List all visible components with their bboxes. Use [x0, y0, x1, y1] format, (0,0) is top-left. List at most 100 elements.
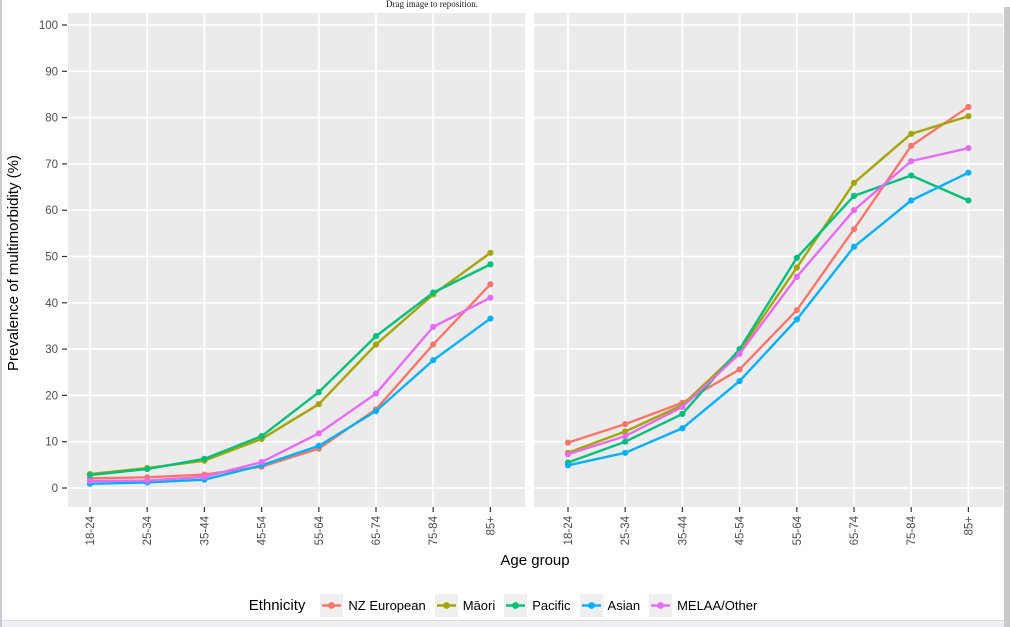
data-point-melaa-other: [430, 323, 437, 330]
data-point-melaa-other: [736, 350, 743, 357]
data-point-melaa-other: [144, 477, 151, 484]
facet-right: 18-24 25-34 35-44 45-54 55-64 65-74 75-84 85+: [534, 13, 1003, 545]
x-axis-title: Age group: [500, 552, 570, 569]
data-point-nz-european: [965, 103, 972, 111]
legend-key-icon: [649, 593, 673, 617]
data-point-m-ori: [965, 113, 972, 120]
legend-label: NZ European: [348, 597, 426, 613]
series-line-nz-european: [88, 283, 492, 480]
data-point-melaa-other: [258, 458, 265, 466]
legend-item-asian: Asian: [579, 593, 641, 617]
data-point-nz-european: [487, 281, 494, 288]
series-line-pacific: [566, 174, 970, 464]
x-tick-label: 18-24: [563, 515, 575, 545]
y-axis-title: Prevalence of multimorbidity (%): [5, 155, 22, 371]
data-point-m-ori: [372, 341, 380, 348]
x-tick-label: 65-74: [371, 515, 383, 545]
data-point-melaa-other: [315, 430, 322, 437]
legend-item-melaa-other: MELAA/Other: [649, 593, 757, 617]
data-point-m-ori: [315, 401, 322, 408]
data-point-nz-european: [564, 439, 572, 446]
y-tick-label: 20: [45, 390, 58, 402]
data-point-asian: [965, 169, 972, 176]
data-point-asian: [736, 377, 743, 385]
data-point-nz-european: [850, 226, 858, 233]
data-point-pacific: [144, 465, 151, 473]
data-point-melaa-other: [622, 433, 629, 440]
series-line-asian: [88, 317, 492, 486]
y-tick-label: 30: [45, 344, 58, 356]
x-tick-label: 35-44: [199, 515, 211, 545]
facet-left: 18-24 25-34 35-44 45-54 55-64 65-74 75-84 85+: [68, 13, 525, 545]
y-tick-label: 0: [52, 483, 58, 495]
data-point-asian: [908, 197, 915, 204]
y-tick-label: 60: [45, 205, 58, 217]
data-point-melaa-other: [793, 273, 800, 280]
drag-hint-text: Drag image to reposition.: [386, 0, 478, 9]
data-point-pacific: [793, 254, 800, 261]
data-point-m-ori: [793, 264, 800, 271]
legend: Ethnicity NZ European Māori Pacific Asia…: [2, 592, 1004, 618]
legend-item-nz-european: NZ European: [320, 593, 426, 617]
data-point-asian: [622, 449, 629, 456]
x-tick-label: 85+: [485, 516, 497, 536]
data-point-asian: [487, 315, 494, 322]
legend-label: Asian: [607, 597, 641, 613]
vertical-scrollbar[interactable]: [1004, 7, 1010, 627]
data-point-asian: [793, 316, 800, 323]
data-point-pacific: [201, 455, 208, 462]
legend-key-icon: [504, 593, 528, 617]
data-point-pacific: [850, 192, 858, 199]
y-tick-label: 90: [45, 66, 58, 78]
data-point-pacific: [315, 389, 322, 396]
data-point-pacific: [908, 172, 915, 179]
data-point-asian: [372, 408, 380, 415]
series-line-nz-european: [566, 105, 970, 444]
data-point-pacific: [430, 289, 437, 296]
legend-key-icon: [434, 593, 458, 617]
y-tick-label: 100: [39, 20, 58, 32]
data-point-pacific: [679, 410, 686, 418]
data-point-asian: [850, 243, 858, 250]
legend-key-icon: [579, 593, 603, 617]
y-tick-label: 10: [45, 437, 58, 449]
data-point-nz-european: [908, 142, 915, 149]
data-point-melaa-other: [679, 403, 686, 411]
x-tick-label: 75-84: [428, 515, 440, 545]
data-point-melaa-other: [564, 451, 572, 458]
data-point-asian: [430, 357, 437, 364]
x-tick-label: 45-54: [735, 515, 747, 545]
legend-label: Pacific: [532, 597, 571, 613]
legend-item-m-ori: Māori: [434, 593, 496, 617]
data-point-pacific: [622, 438, 629, 445]
x-tick-label: 75-84: [906, 515, 918, 545]
data-point-m-ori: [850, 179, 858, 186]
data-point-melaa-other: [965, 145, 972, 152]
data-point-asian: [679, 425, 686, 432]
data-point-melaa-other: [487, 294, 494, 301]
legend-label: Māori: [462, 597, 496, 613]
series-line-asian: [566, 171, 970, 467]
x-tick-label: 35-44: [677, 515, 689, 545]
data-point-nz-european: [622, 421, 629, 428]
x-tick-label: 25-34: [142, 515, 154, 545]
series-line-melaa-other: [88, 296, 492, 483]
y-tick-label: 50: [45, 252, 58, 264]
x-tick-label: 45-54: [257, 515, 269, 545]
legend-title: Ethnicity: [248, 596, 306, 614]
x-tick-label: 65-74: [849, 515, 861, 545]
data-point-pacific: [86, 471, 94, 479]
data-point-melaa-other: [86, 477, 94, 485]
panel-background: [68, 13, 525, 507]
x-tick-label: 25-34: [620, 515, 632, 545]
x-tick-label: 55-64: [792, 515, 804, 545]
series-line-pacific: [88, 263, 492, 477]
data-point-nz-european: [430, 341, 437, 348]
series-line-m-ori: [566, 115, 970, 455]
data-point-m-ori: [487, 249, 494, 256]
data-point-melaa-other: [201, 473, 208, 480]
data-point-pacific: [258, 433, 265, 440]
page-background-strip: [2, 620, 1004, 627]
x-tick-label: 18-24: [85, 515, 97, 545]
